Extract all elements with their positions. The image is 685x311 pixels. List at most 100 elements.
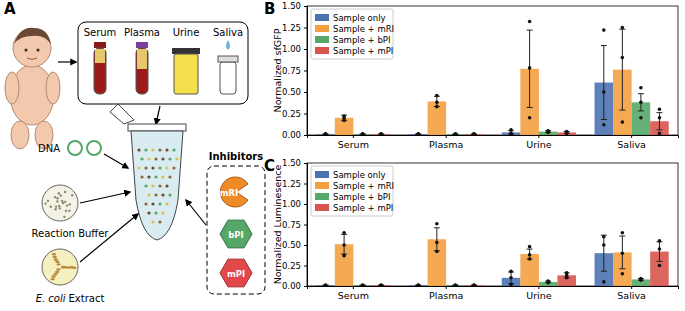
y-tick-label: 0.50 — [282, 87, 301, 97]
panel-label: A — [4, 0, 16, 18]
error-line — [659, 113, 660, 130]
replicate-point — [602, 235, 606, 239]
y-tick-mark — [304, 92, 307, 93]
y-tick-label: 1.25 — [282, 23, 301, 33]
error-cap — [656, 129, 662, 130]
error-bar — [601, 46, 607, 120]
replicate-point — [546, 279, 550, 283]
error-cap — [656, 261, 662, 262]
inhibitor-label: mRI — [220, 188, 239, 198]
replicate-point — [324, 283, 328, 286]
error-bar — [434, 228, 440, 251]
saliva-tube — [218, 40, 238, 94]
error-bar — [527, 30, 533, 107]
component-label: E. coliExtract — [36, 293, 105, 304]
error-cap — [619, 268, 625, 269]
replicate-point — [361, 283, 365, 286]
error-bar — [619, 29, 625, 110]
replicate-point — [379, 132, 383, 135]
x-axis: SerumPlasmaUrineSaliva — [308, 286, 679, 301]
replicate-point — [379, 283, 383, 286]
replicate-point — [621, 26, 625, 30]
replicate-point — [472, 283, 476, 286]
legend-label: Sample + bPI — [333, 192, 390, 202]
replicate-point — [379, 132, 383, 135]
y-axis: 0.000.250.500.751.001.251.50 — [282, 158, 307, 291]
legend-label: Sample + mRI — [333, 181, 394, 191]
y-tick: 1.50 — [282, 1, 307, 11]
extract-icon — [42, 249, 78, 285]
buffer-icon — [42, 185, 78, 221]
y-tick: 0.50 — [282, 87, 307, 97]
replicate-point — [658, 107, 662, 111]
error-cap — [656, 112, 662, 113]
y-axis-line — [304, 7, 308, 136]
replicate-point — [472, 132, 476, 135]
replicate-point — [621, 120, 625, 124]
label-part: E. coli — [36, 293, 66, 304]
legend-swatch — [315, 36, 329, 43]
y-tick-mark — [304, 225, 307, 226]
replicate-point — [417, 132, 421, 135]
child-figure — [5, 28, 60, 149]
replicate-point — [639, 101, 643, 105]
legend-swatch — [315, 182, 329, 189]
plot-frame — [307, 163, 678, 286]
inhibitors-title: Inhibitors — [209, 151, 264, 162]
replicate-point — [602, 280, 606, 284]
y-tick: 0.50 — [282, 240, 307, 250]
y-tick: 0.00 — [282, 281, 307, 291]
legend-swatch — [315, 204, 329, 211]
y-tick-label: 1.50 — [282, 1, 301, 11]
replicate-point — [454, 132, 458, 135]
replicate-point — [621, 251, 625, 255]
replicate-point — [435, 222, 439, 226]
replicate-point — [621, 231, 625, 235]
replicate-point — [472, 132, 476, 135]
inhibitor-label: bPI — [228, 230, 243, 240]
replicate-point — [361, 132, 365, 135]
replicate-point — [509, 276, 513, 280]
error-cap — [527, 107, 533, 108]
replicate-point — [379, 283, 383, 286]
legend-swatch — [315, 171, 329, 178]
replicate-point — [546, 280, 550, 284]
x-tick-label: Urine — [526, 290, 552, 301]
replicate-point — [658, 264, 662, 268]
y-tick: 1.25 — [282, 179, 307, 189]
reaction-tube — [110, 104, 186, 240]
y-tick-label: 1.25 — [282, 179, 301, 189]
error-cap — [619, 235, 625, 236]
x-tick-label: Serum — [338, 139, 369, 150]
inhibitor-label: mPI — [227, 269, 245, 279]
label-part: Extract — [69, 293, 105, 304]
legend-swatch — [315, 14, 329, 21]
replicate-point — [565, 131, 569, 135]
inhibitor-box — [207, 166, 265, 294]
sample-label: Urine — [173, 27, 200, 38]
x-axis-line — [308, 136, 679, 139]
component-label: DNA — [38, 143, 60, 154]
error-cap — [638, 93, 644, 94]
legend-label: Sample only — [333, 13, 386, 23]
legend-box — [311, 9, 393, 59]
replicate-point — [417, 132, 421, 135]
x-tick: Serum — [338, 286, 369, 301]
x-tick-mark — [631, 135, 632, 138]
x-tick-mark — [446, 286, 447, 289]
legend: Sample onlySample + mRISample + bPISampl… — [311, 9, 394, 59]
y-axis-line — [304, 164, 308, 287]
x-tick-label: Plasma — [429, 290, 463, 301]
x-tick-label: Plasma — [429, 139, 463, 150]
error-cap — [601, 45, 607, 46]
y-tick-mark — [304, 49, 307, 50]
y-tick-label: 1.50 — [282, 158, 301, 168]
legend-label: Sample + bPI — [333, 35, 390, 45]
replicate-point — [472, 132, 476, 135]
replicate-point — [565, 271, 569, 275]
error-line — [659, 242, 660, 262]
replicate-point — [565, 130, 569, 134]
plot-frame — [307, 6, 678, 135]
replicate-point — [621, 272, 625, 276]
replicate-point — [658, 131, 662, 135]
